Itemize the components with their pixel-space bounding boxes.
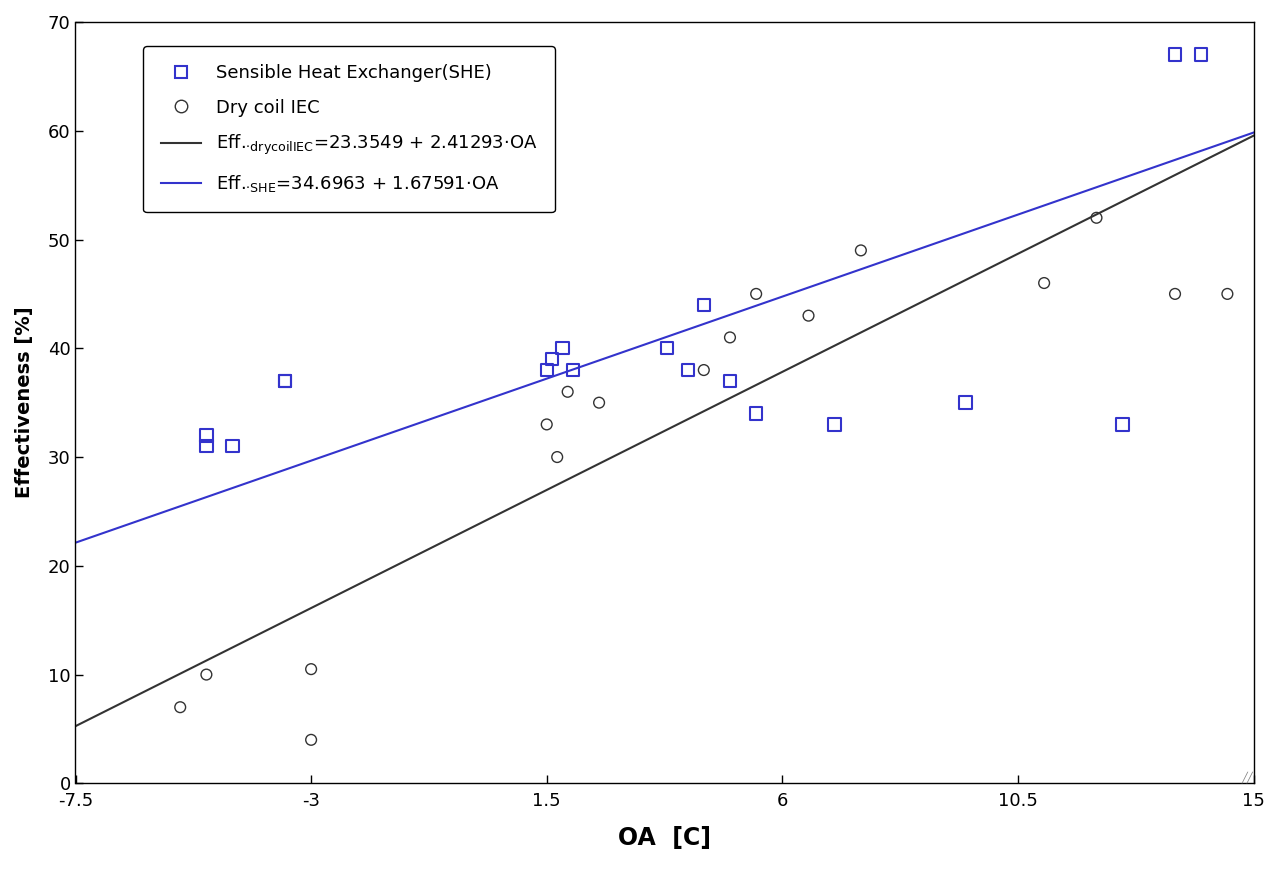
Point (1190, 48, 1211, 62)
Point (746, 287, 767, 301)
Point (301, 733, 321, 747)
Point (196, 439, 216, 453)
Point (541, 352, 562, 366)
Point (1217, 287, 1238, 301)
Point (1034, 276, 1055, 291)
Point (589, 396, 609, 410)
Point (955, 396, 975, 410)
Point (275, 374, 296, 388)
Point (1165, 287, 1185, 301)
Point (657, 341, 677, 355)
Point (694, 298, 714, 312)
Point (799, 308, 819, 322)
Point (536, 363, 557, 377)
Point (851, 244, 872, 258)
Point (1112, 418, 1133, 432)
X-axis label: OA  [C]: OA [C] (618, 826, 710, 850)
Y-axis label: Effectiveness [%]: Effectiveness [%] (15, 307, 35, 499)
Point (678, 363, 699, 377)
Point (694, 363, 714, 377)
Point (1087, 211, 1107, 225)
Point (552, 341, 572, 355)
Point (824, 418, 845, 432)
Point (196, 428, 216, 442)
Point (719, 330, 740, 344)
Point (170, 700, 191, 714)
Point (746, 406, 767, 420)
Point (719, 374, 740, 388)
Point (563, 363, 584, 377)
Legend: Sensible Heat Exchanger(SHE), Dry coil IEC, Eff.$_{\mathsf{\cdot drycoilIEC}}$=2: Sensible Heat Exchanger(SHE), Dry coil I… (143, 46, 556, 212)
Point (196, 668, 216, 682)
Point (547, 450, 567, 464)
Point (1165, 48, 1185, 62)
Point (557, 385, 577, 399)
Point (536, 418, 557, 432)
Point (301, 662, 321, 676)
Point (223, 439, 243, 453)
Text: ╱╱: ╱╱ (1242, 772, 1253, 783)
Point (275, 374, 296, 388)
